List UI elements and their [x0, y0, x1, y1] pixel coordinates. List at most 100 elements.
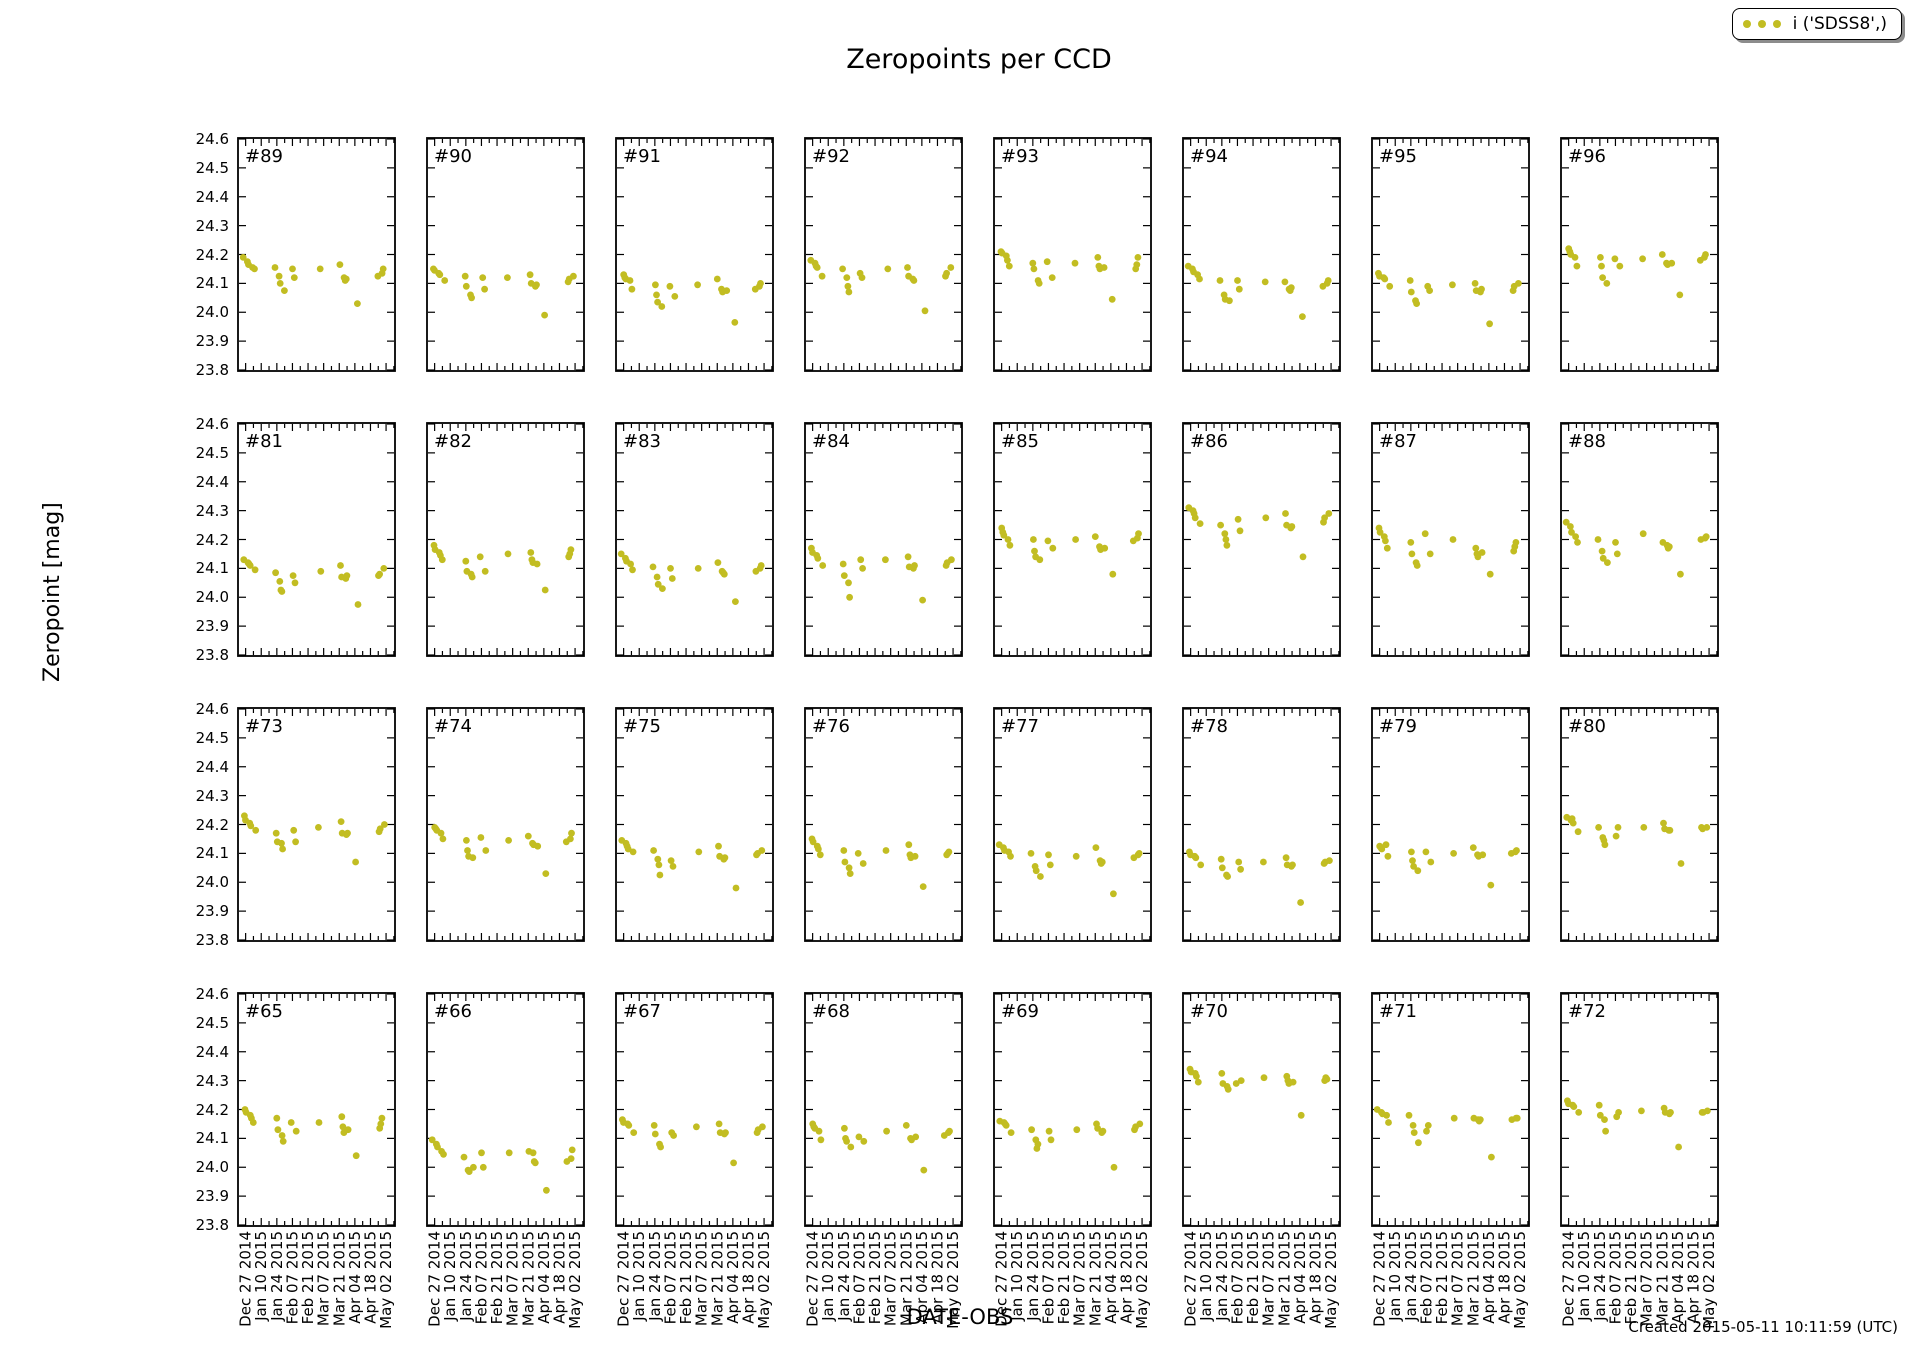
x-tick-label: Jan 10 2015	[630, 1231, 648, 1322]
legend: i ('SDSS8',)	[1731, 8, 1902, 40]
panel-id-label: #93	[1001, 146, 1039, 167]
y-tick-label: 24.4	[195, 1042, 229, 1061]
x-tick-label: Mar 07 2015	[1638, 1231, 1656, 1326]
x-tick-label: Jan 24 2015	[1213, 1231, 1231, 1322]
y-tick-label: 23.8	[195, 931, 229, 949]
panel-id-label: #86	[1190, 431, 1228, 452]
ccd-panel-83: #83	[615, 422, 774, 657]
y-tick-label: 24.1	[195, 559, 229, 578]
x-tick-label: Dec 27 2014	[804, 1231, 822, 1327]
ccd-panel-72: #72	[1560, 992, 1719, 1227]
y-tick-label: 24.6	[195, 415, 229, 433]
scatter-points	[239, 254, 387, 307]
ccd-panel-95: #95	[1371, 137, 1530, 372]
panel-id-label: #91	[623, 146, 661, 167]
ccd-panel-85: #85	[993, 422, 1152, 657]
ccd-panel-73: #73	[237, 707, 396, 942]
tick-marks	[428, 423, 584, 656]
tick-marks	[806, 423, 962, 656]
y-tick-label: 24.0	[195, 1158, 229, 1177]
x-tick-label: Mar 21 2015	[1275, 1231, 1293, 1326]
x-tick-label: Jan 10 2015	[1008, 1231, 1026, 1322]
axes-frame	[1371, 137, 1530, 372]
scatter-points	[1375, 269, 1522, 328]
y-tick-label: 23.8	[195, 1216, 229, 1234]
x-tick-label: Jan 10 2015	[252, 1231, 270, 1322]
axes-frame	[1560, 422, 1719, 657]
axes-frame	[237, 422, 396, 657]
x-tick-label: Jan 10 2015	[441, 1231, 459, 1322]
x-tick-label: Dec 27 2014	[615, 1231, 633, 1327]
y-tick-label: 24.6	[195, 985, 229, 1003]
x-tick-label: Apr 18 2015	[1117, 1231, 1135, 1324]
scatter-points	[619, 1116, 766, 1167]
scatter-points	[617, 550, 765, 605]
x-tick-label: Apr 04 2015	[1669, 1231, 1687, 1324]
x-tick-label: Dec 27 2014	[1560, 1231, 1578, 1327]
scatter-points	[996, 1117, 1144, 1171]
scatter-points	[241, 1106, 386, 1160]
panel-id-label: #74	[434, 716, 472, 737]
ccd-panel-94: #94	[1182, 137, 1341, 372]
panel-id-label: #65	[245, 1001, 283, 1022]
scatter-points	[808, 544, 955, 604]
x-tick-label: Dec 27 2014	[1182, 1231, 1200, 1327]
x-tick-label: Apr 04 2015	[913, 1231, 931, 1324]
ccd-panel-80: #80	[1560, 707, 1719, 942]
y-tick-label: 24.3	[195, 1071, 229, 1090]
x-tick-label: Mar 21 2015	[1086, 1231, 1104, 1326]
tick-marks	[806, 993, 962, 1226]
tick-marks	[239, 423, 395, 656]
axes-frame	[993, 707, 1152, 942]
y-tick-label: 24.0	[195, 303, 229, 322]
ccd-panel-84: #84	[804, 422, 963, 657]
x-tick-label: May 02 2015	[755, 1231, 773, 1329]
axes-frame	[804, 992, 963, 1227]
x-tick-label: Feb 07 2015	[850, 1231, 868, 1324]
x-tick-label: Mar 07 2015	[315, 1231, 333, 1326]
scatter-points	[241, 812, 388, 866]
ccd-panel-66: #66	[426, 992, 585, 1227]
ccd-panel-82: #82	[426, 422, 585, 657]
panel-id-label: #75	[623, 716, 661, 737]
scatter-points	[1373, 1106, 1521, 1161]
tick-marks	[995, 993, 1151, 1226]
axes-frame	[237, 992, 396, 1227]
x-tick-label: Feb 21 2015	[677, 1231, 695, 1324]
y-tick-label: 24.2	[195, 245, 229, 264]
x-tick-label: May 02 2015	[1133, 1231, 1151, 1329]
x-tick-label: Mar 21 2015	[330, 1231, 348, 1326]
panel-id-label: #70	[1190, 1001, 1228, 1022]
y-tick-label: 24.2	[195, 1100, 229, 1119]
y-tick-label: 23.9	[195, 1187, 229, 1206]
panel-id-label: #73	[245, 716, 283, 737]
x-tick-label: Mar 21 2015	[1653, 1231, 1671, 1326]
ccd-panel-92: #92	[804, 137, 963, 372]
panel-id-label: #66	[434, 1001, 472, 1022]
x-tick-label: Feb 07 2015	[1039, 1231, 1057, 1324]
ccd-panel-71: #71	[1371, 992, 1530, 1227]
x-tick-label: Mar 07 2015	[1071, 1231, 1089, 1326]
axes-frame	[426, 992, 585, 1227]
ccd-panel-68: #68	[804, 992, 963, 1227]
tick-marks	[1184, 993, 1340, 1226]
x-tick-label: Dec 27 2014	[237, 1231, 255, 1327]
y-tick-label: 23.9	[195, 617, 229, 636]
axes-frame	[237, 707, 396, 942]
scatter-points	[1376, 841, 1520, 889]
panel-id-label: #95	[1379, 146, 1417, 167]
ccd-panel-78: #78	[1182, 707, 1341, 942]
x-tick-label: May 02 2015	[377, 1231, 395, 1329]
x-tick-label: May 02 2015	[944, 1231, 962, 1329]
tick-marks	[1373, 993, 1529, 1226]
x-tick-label: Feb 21 2015	[1055, 1231, 1073, 1324]
ccd-panel-88: #88	[1560, 422, 1719, 657]
axes-frame	[426, 137, 585, 372]
x-tick-label: Mar 07 2015	[1260, 1231, 1278, 1326]
y-tick-label: 24.0	[195, 873, 229, 892]
tick-marks	[428, 993, 584, 1226]
